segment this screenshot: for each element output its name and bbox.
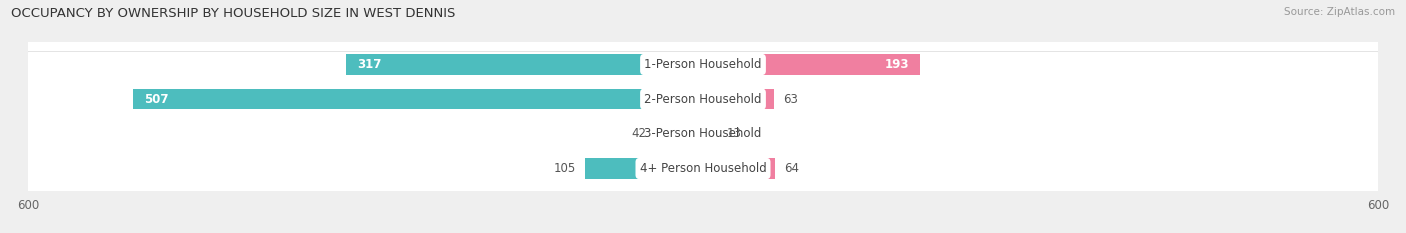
- Text: 4+ Person Household: 4+ Person Household: [640, 162, 766, 175]
- Text: 42: 42: [631, 127, 647, 140]
- FancyBboxPatch shape: [25, 17, 1381, 233]
- Text: 2-Person Household: 2-Person Household: [644, 93, 762, 106]
- Text: 1-Person Household: 1-Person Household: [644, 58, 762, 71]
- Text: Source: ZipAtlas.com: Source: ZipAtlas.com: [1284, 7, 1395, 17]
- Bar: [655, 124, 703, 144]
- Text: 193: 193: [884, 58, 908, 71]
- Text: 63: 63: [783, 93, 797, 106]
- Bar: [132, 89, 703, 109]
- Bar: [703, 158, 775, 178]
- Bar: [585, 158, 703, 178]
- Text: 317: 317: [357, 58, 382, 71]
- Bar: [703, 89, 773, 109]
- Bar: [703, 55, 920, 75]
- Text: 105: 105: [554, 162, 576, 175]
- Bar: [346, 55, 703, 75]
- Text: 3-Person Household: 3-Person Household: [644, 127, 762, 140]
- Text: 507: 507: [143, 93, 169, 106]
- Text: 64: 64: [785, 162, 799, 175]
- Bar: [703, 124, 717, 144]
- FancyBboxPatch shape: [25, 0, 1381, 181]
- FancyBboxPatch shape: [25, 52, 1381, 233]
- Text: OCCUPANCY BY OWNERSHIP BY HOUSEHOLD SIZE IN WEST DENNIS: OCCUPANCY BY OWNERSHIP BY HOUSEHOLD SIZE…: [11, 7, 456, 20]
- Text: 13: 13: [727, 127, 741, 140]
- FancyBboxPatch shape: [25, 0, 1381, 216]
